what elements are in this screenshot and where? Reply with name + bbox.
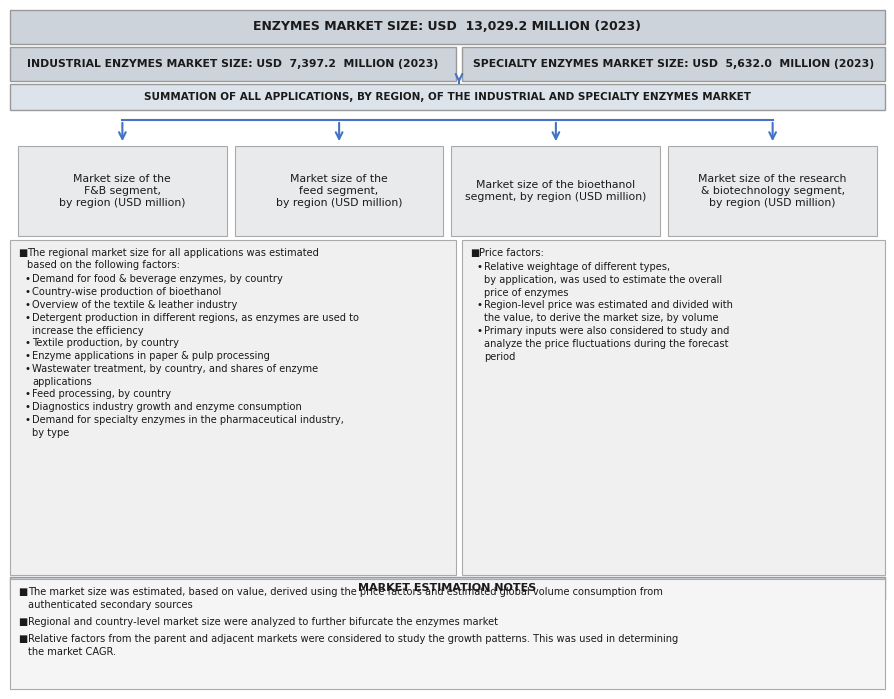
Text: Market size of the research
& biotechnology segment,
by region (USD million): Market size of the research & biotechnol… [697, 173, 846, 208]
Text: Relative factors from the parent and adjacent markets were considered to study t: Relative factors from the parent and adj… [28, 634, 678, 657]
FancyBboxPatch shape [10, 10, 884, 44]
Text: ■: ■ [18, 587, 27, 597]
Text: ■: ■ [469, 248, 478, 258]
Text: •: • [24, 415, 30, 425]
Text: •: • [24, 274, 30, 284]
FancyBboxPatch shape [18, 146, 226, 236]
FancyBboxPatch shape [10, 579, 884, 689]
FancyBboxPatch shape [461, 240, 884, 575]
Text: ■: ■ [18, 634, 27, 644]
FancyBboxPatch shape [10, 84, 884, 110]
Text: Relative weightage of different types,
by application, was used to estimate the : Relative weightage of different types, b… [484, 262, 721, 298]
Text: •: • [24, 364, 30, 374]
Text: •: • [476, 262, 482, 272]
Text: Market size of the bioethanol
segment, by region (USD million): Market size of the bioethanol segment, b… [465, 180, 645, 202]
Text: Textile production, by country: Textile production, by country [32, 338, 179, 348]
Text: ENZYMES MARKET SIZE: USD  13,029.2 MILLION (2023): ENZYMES MARKET SIZE: USD 13,029.2 MILLIO… [253, 20, 641, 34]
FancyBboxPatch shape [461, 47, 884, 81]
Text: •: • [24, 389, 30, 399]
Text: Market size of the
feed segment,
by region (USD million): Market size of the feed segment, by regi… [275, 173, 402, 208]
FancyBboxPatch shape [668, 146, 876, 236]
Text: SPECIALTY ENZYMES MARKET SIZE: USD  5,632.0  MILLION (2023): SPECIALTY ENZYMES MARKET SIZE: USD 5,632… [472, 59, 873, 69]
Text: Price factors:: Price factors: [478, 248, 544, 258]
FancyBboxPatch shape [234, 146, 443, 236]
Text: Wastewater treatment, by country, and shares of enzyme
applications: Wastewater treatment, by country, and sh… [32, 364, 317, 387]
Text: Market size of the
F&B segment,
by region (USD million): Market size of the F&B segment, by regio… [59, 173, 185, 208]
Text: Overview of the textile & leather industry: Overview of the textile & leather indust… [32, 300, 237, 310]
Text: Detergent production in different regions, as enzymes are used to
increase the e: Detergent production in different region… [32, 313, 358, 336]
FancyBboxPatch shape [10, 577, 884, 599]
Text: •: • [24, 351, 30, 361]
Text: Demand for specialty enzymes in the pharmaceutical industry,
by type: Demand for specialty enzymes in the phar… [32, 415, 343, 438]
Text: Diagnostics industry growth and enzyme consumption: Diagnostics industry growth and enzyme c… [32, 402, 301, 412]
Text: Demand for food & beverage enzymes, by country: Demand for food & beverage enzymes, by c… [32, 274, 283, 284]
Text: •: • [476, 300, 482, 310]
FancyBboxPatch shape [10, 47, 455, 81]
Text: •: • [24, 287, 30, 297]
FancyBboxPatch shape [10, 240, 455, 575]
Text: ■: ■ [18, 248, 27, 258]
Text: •: • [24, 313, 30, 323]
Text: ■: ■ [18, 617, 27, 627]
Text: •: • [24, 402, 30, 412]
Text: INDUSTRIAL ENZYMES MARKET SIZE: USD  7,397.2  MILLION (2023): INDUSTRIAL ENZYMES MARKET SIZE: USD 7,39… [28, 59, 438, 69]
Text: •: • [476, 326, 482, 336]
Text: MARKET ESTIMATION NOTES: MARKET ESTIMATION NOTES [358, 583, 536, 593]
Text: Feed processing, by country: Feed processing, by country [32, 389, 171, 399]
FancyBboxPatch shape [451, 146, 660, 236]
Text: Enzyme applications in paper & pulp processing: Enzyme applications in paper & pulp proc… [32, 351, 270, 361]
Text: •: • [24, 338, 30, 348]
Text: Regional and country-level market size were analyzed to further bifurcate the en: Regional and country-level market size w… [28, 617, 497, 627]
Text: SUMMATION OF ALL APPLICATIONS, BY REGION, OF THE INDUSTRIAL AND SPECIALTY ENZYME: SUMMATION OF ALL APPLICATIONS, BY REGION… [144, 92, 750, 102]
Text: •: • [24, 300, 30, 310]
Text: The regional market size for all applications was estimated: The regional market size for all applica… [27, 248, 318, 258]
Text: Region-level price was estimated and divided with
the value, to derive the marke: Region-level price was estimated and div… [484, 300, 732, 323]
Text: The market size was estimated, based on value, derived using the price factors a: The market size was estimated, based on … [28, 587, 662, 610]
Text: Country-wise production of bioethanol: Country-wise production of bioethanol [32, 287, 221, 297]
Text: Primary inputs were also considered to study and
analyze the price fluctuations : Primary inputs were also considered to s… [484, 326, 729, 361]
Text: based on the following factors:: based on the following factors: [27, 260, 180, 270]
